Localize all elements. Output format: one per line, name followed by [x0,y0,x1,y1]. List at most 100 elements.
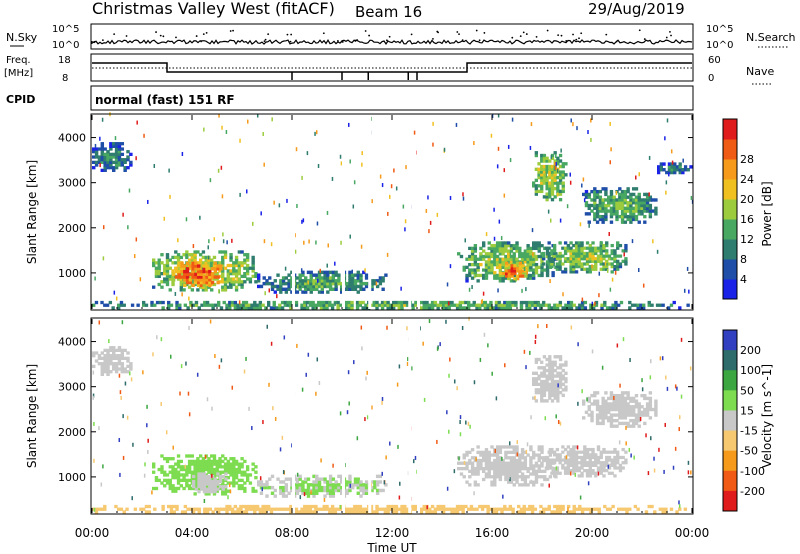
heatmap-cell [295,491,300,495]
heatmap-cell [261,510,265,514]
heatmap-noise [390,184,393,189]
heatmap-cell [428,306,432,310]
heatmap-cell [229,465,233,469]
heatmap-cell [569,450,573,454]
heatmap-cell [632,212,636,216]
heatmap-cell [473,268,478,272]
heatmap-cell [482,458,486,463]
heatmap-cell [486,507,490,511]
heatmap-cell [129,367,133,371]
heatmap-cell [604,391,608,395]
heatmap-cell [103,367,107,371]
heatmap-cell [643,192,647,197]
heatmap-cell [192,510,196,514]
heatmap-cell [534,464,539,468]
heatmap-cell [174,269,179,274]
heatmap-cell [645,206,650,210]
heatmap-cell [187,465,192,469]
heatmap-cell [455,507,460,511]
heatmap-cell [268,477,272,481]
heatmap-cell [330,504,335,509]
heatmap-cell [484,252,489,256]
heatmap-cell [623,402,628,406]
heatmap-cell [588,249,592,253]
heatmap-cell [328,270,333,275]
heatmap-cell [511,507,515,511]
heatmap-cell [498,257,503,261]
heatmap-cell [561,181,565,185]
heatmap-cell [583,469,587,473]
heatmap-cell [590,416,594,420]
heatmap-cell [512,244,516,248]
heatmap-cell [353,287,358,291]
heatmap-cell [547,303,551,307]
heatmap-cell [544,303,549,307]
heatmap-cell [306,287,311,291]
heatmap-cell [508,507,513,511]
cpid-panel [90,85,694,111]
heatmap-noise [516,452,519,457]
heatmap-cell [476,483,480,487]
heatmap-cell [504,246,508,251]
heatmap-cell [470,448,475,452]
heatmap-cell [298,488,302,493]
heatmap-cell [615,217,619,222]
heatmap-cell [604,198,608,202]
heatmap-cell [362,281,366,286]
heatmap-cell [601,405,605,409]
heatmap-cell [197,490,201,494]
heatmap-cell [501,241,505,245]
heatmap-cell [295,477,300,481]
heatmap-cell [326,480,330,484]
heatmap-cell [232,484,236,488]
heatmap-cell [229,269,233,273]
heatmap-cell [212,282,217,287]
heatmap-cell [239,507,243,511]
nsearch-point [560,34,563,37]
heatmap-cell [356,480,360,484]
heatmap-cell [591,257,595,261]
heatmap-cell [558,382,563,387]
heatmap-noise [294,233,296,238]
heatmap-cell [572,259,576,263]
heatmap-cell [540,388,544,392]
heatmap-cell [548,374,552,378]
heatmap-cell [487,257,491,261]
heatmap-cell [561,254,565,258]
heatmap-cell [185,465,189,469]
heatmap-noise [623,252,625,257]
heatmap-cell [609,393,614,398]
heatmap-cell [609,405,614,409]
heatmap-cell [258,507,263,511]
heatmap-cell [553,159,557,163]
heatmap-cell [503,504,507,509]
heatmap-cell [590,198,594,202]
nsearch-point [354,40,357,42]
heatmap-noise [625,441,627,446]
heatmap-cell [112,356,116,360]
y-tick-label: 2000 [58,222,86,235]
heatmap-cell [202,264,206,268]
heatmap-cell [182,473,186,477]
heatmap-cell [468,450,472,455]
heatmap-cell [270,287,275,291]
heatmap-cell [221,288,225,292]
heatmap-cell [442,303,446,307]
heatmap-cell [216,482,220,486]
heatmap-cell [175,300,179,305]
colorbar-tick-label: 8 [740,253,747,266]
heatmap-cell [507,445,511,449]
heatmap-noise [534,395,536,400]
heatmap-cell [489,306,493,310]
heatmap-cell [563,270,568,274]
heatmap-cell [97,155,102,159]
heatmap-cell [558,251,562,256]
heatmap-cell [520,453,525,457]
heatmap-cell [100,160,105,164]
heatmap-cell [200,480,204,484]
heatmap-cell [202,278,206,282]
heatmap-cell [106,362,110,366]
heatmap-cell [284,477,289,481]
heatmap-cell [548,475,553,479]
heatmap-cell [563,251,568,256]
